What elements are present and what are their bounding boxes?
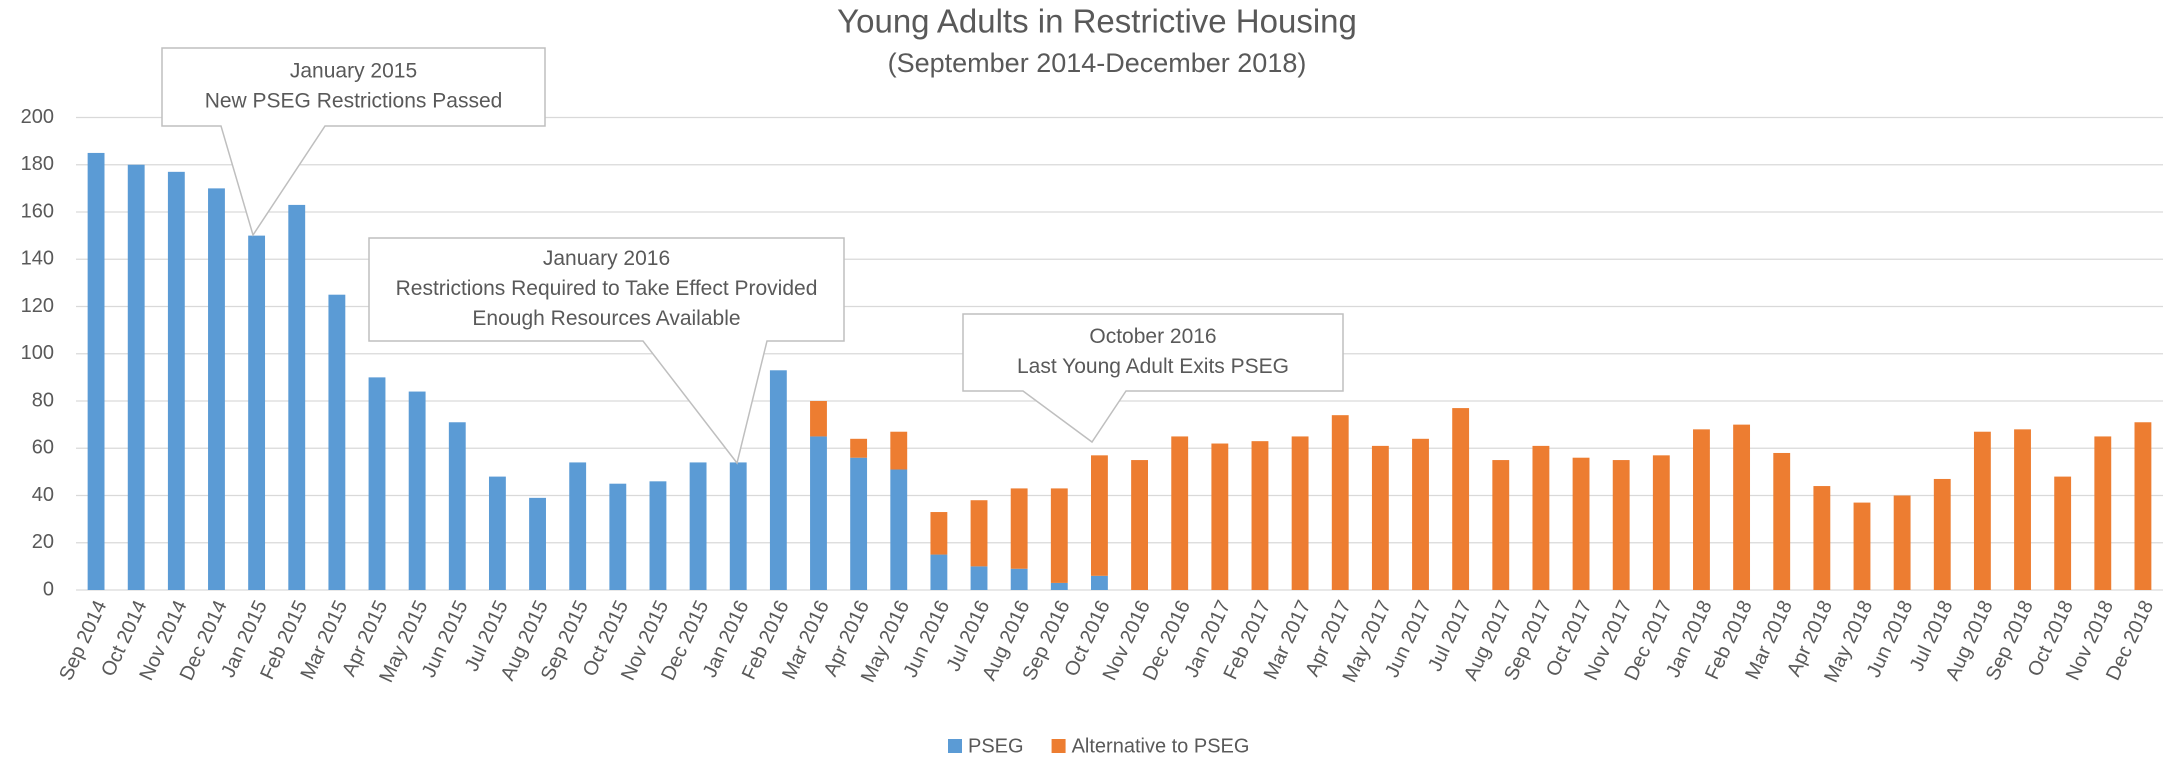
legend-swatch	[1051, 739, 1066, 753]
y-tick-label: 100	[21, 342, 54, 364]
bar	[1331, 415, 1349, 590]
bar	[408, 391, 426, 590]
chart-title: Young Adults in Restrictive Housing	[837, 3, 1357, 40]
bar	[1211, 443, 1229, 590]
callout-text: October 2016	[1089, 325, 1216, 348]
bar	[1091, 455, 1108, 576]
bar	[930, 512, 948, 555]
y-tick-label: 0	[43, 578, 54, 600]
bar	[1091, 575, 1108, 590]
callout-text: January 2015	[290, 60, 417, 83]
bar	[1010, 488, 1028, 569]
bar	[890, 431, 908, 470]
bar	[649, 481, 667, 590]
bar	[970, 500, 988, 567]
bar	[1773, 452, 1791, 590]
bar	[850, 457, 868, 590]
bar	[488, 476, 506, 590]
bar	[689, 462, 707, 590]
bar	[1452, 408, 1470, 590]
y-tick-label: 180	[21, 153, 54, 175]
callout	[161, 47, 546, 237]
legend-label: PSEG	[968, 735, 1024, 757]
callout	[368, 237, 845, 465]
bar	[810, 401, 827, 437]
bar	[850, 438, 868, 458]
callout-text: New PSEG Restrictions Passed	[205, 90, 503, 113]
bar	[930, 554, 948, 590]
bar	[1813, 486, 1831, 590]
bar	[1291, 436, 1309, 590]
callout-text: Enough Resources Available	[472, 307, 740, 330]
bar	[1050, 488, 1068, 583]
bar	[569, 462, 587, 590]
bar	[1652, 455, 1670, 590]
y-tick-label: 140	[21, 248, 54, 270]
callout-text: January 2016	[543, 247, 670, 270]
bar	[2014, 429, 2031, 590]
bar	[1612, 460, 1630, 590]
bar	[87, 152, 105, 590]
chart-subtitle: (September 2014-December 2018)	[888, 48, 1307, 78]
bar	[368, 377, 386, 590]
callout	[962, 313, 1344, 444]
bar	[208, 188, 225, 590]
bar	[769, 370, 787, 590]
bar	[2134, 422, 2152, 590]
bar	[1171, 436, 1189, 590]
bar	[1733, 424, 1751, 590]
y-tick-label: 20	[32, 531, 54, 553]
bar	[729, 462, 747, 590]
bar	[1532, 445, 1550, 590]
y-tick-label: 120	[21, 295, 54, 317]
bar	[810, 436, 827, 590]
bar	[1853, 502, 1871, 590]
y-tick-label: 200	[21, 106, 54, 128]
bar	[127, 164, 145, 590]
callout-text: Last Young Adult Exits PSEG	[1017, 355, 1289, 378]
bar	[890, 469, 908, 590]
bar	[1492, 460, 1510, 590]
bar	[288, 204, 306, 590]
callout-text: Restrictions Required to Take Effect Pro…	[396, 277, 818, 300]
bar	[1131, 460, 1148, 590]
legend-label: Alternative to PSEG	[1072, 735, 1250, 757]
bar	[609, 483, 627, 590]
y-tick-label: 40	[32, 484, 54, 506]
bar	[970, 566, 988, 590]
y-tick-label: 160	[21, 200, 54, 222]
bar	[1572, 457, 1590, 590]
bar	[1973, 431, 1991, 590]
y-tick-label: 80	[32, 389, 54, 411]
bar	[1251, 441, 1269, 590]
bar	[1412, 438, 1429, 590]
bar	[1933, 478, 1951, 590]
bar	[2054, 476, 2072, 590]
bar	[167, 171, 185, 590]
bar	[328, 294, 346, 590]
legend-swatch	[948, 739, 962, 753]
bar	[1010, 568, 1028, 590]
bar	[2094, 436, 2112, 590]
bar	[529, 497, 546, 590]
y-tick-label: 60	[32, 437, 54, 459]
bar	[1893, 495, 1911, 590]
bar	[1693, 429, 1710, 590]
bar	[1371, 445, 1389, 590]
bar	[448, 422, 466, 590]
bar	[1050, 582, 1068, 590]
bar	[248, 235, 266, 590]
